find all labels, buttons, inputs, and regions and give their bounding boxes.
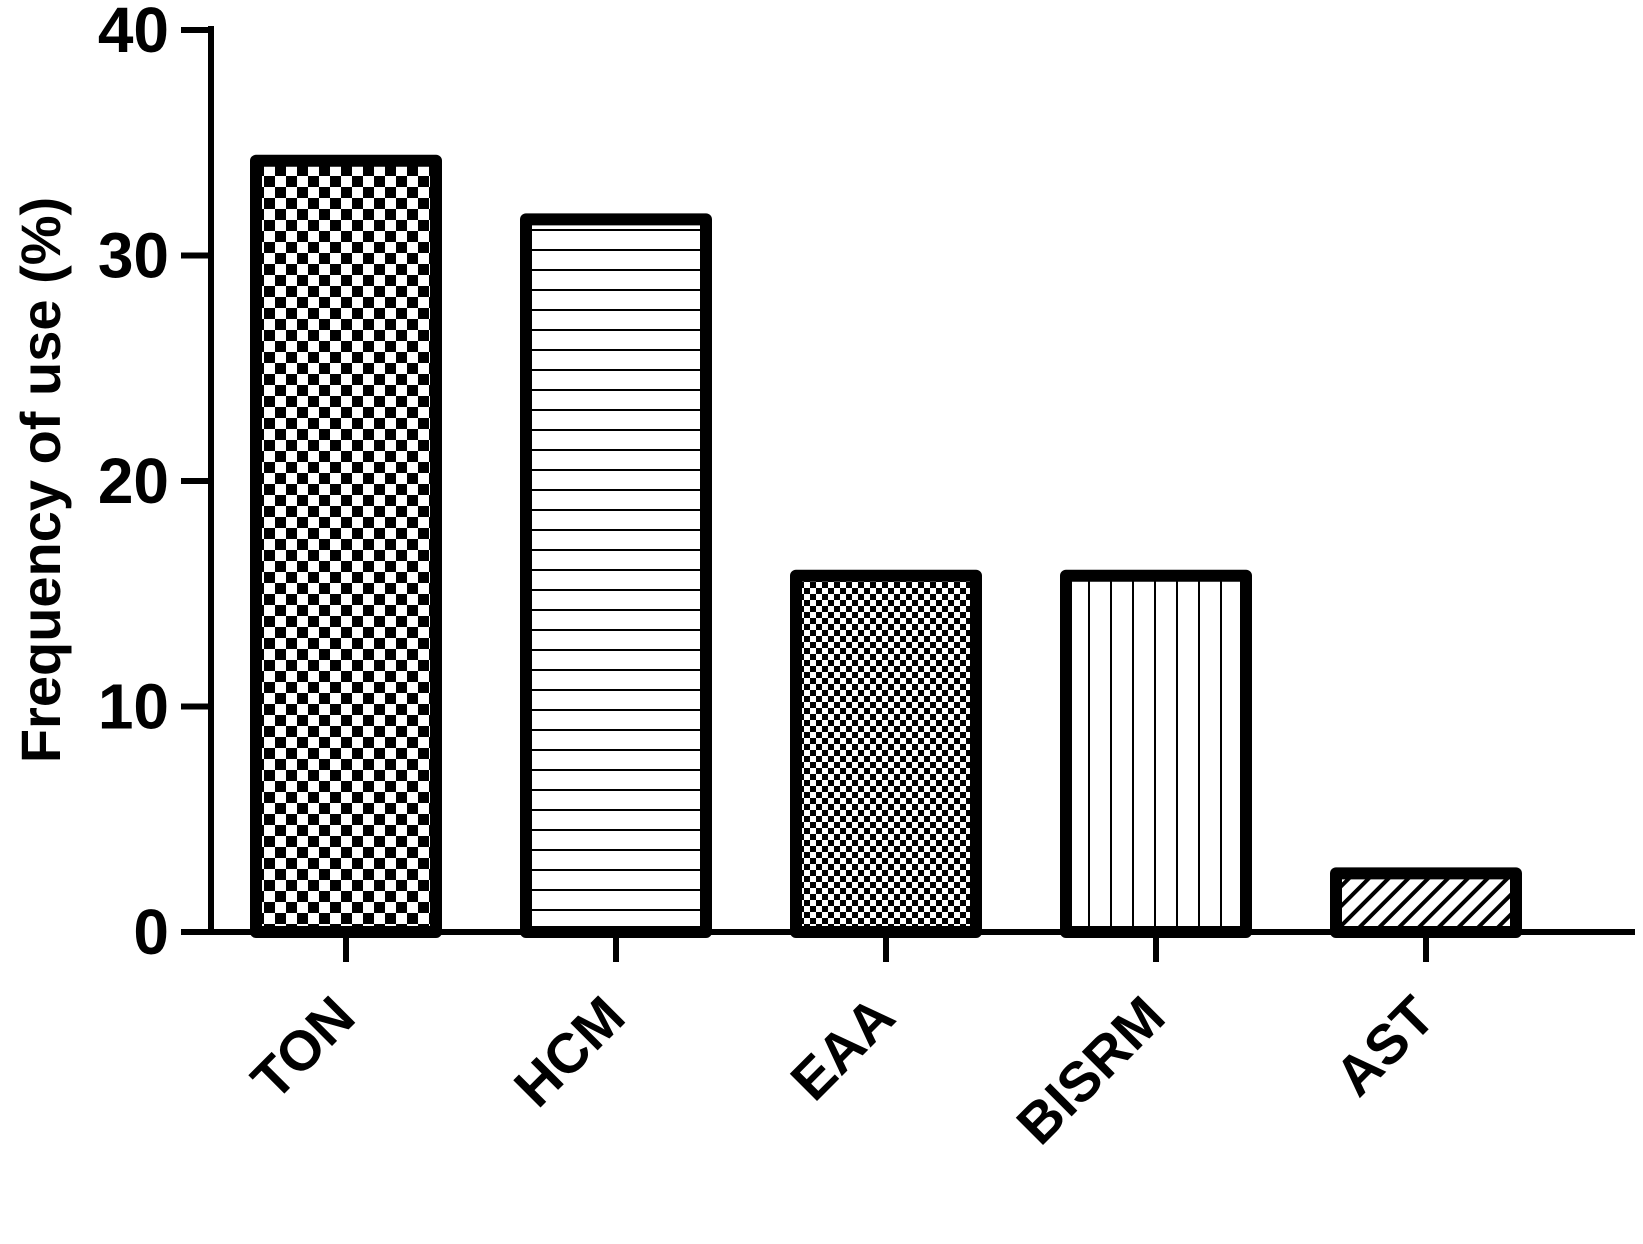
x-tick-label-ton: TON (239, 984, 366, 1111)
bar-ton (250, 154, 442, 939)
y-axis-label: Frequency of use (%) (9, 197, 72, 763)
y-tick-label-10: 10 (98, 671, 169, 743)
bar-bisrm (1060, 569, 1252, 939)
axes-layer (181, 26, 1635, 962)
bar-ast (1330, 867, 1522, 938)
y-tick-label-0: 0 (133, 896, 169, 968)
x-tick-label-bisrm: BISRM (1004, 984, 1176, 1156)
y-tick-label-20: 20 (98, 445, 169, 517)
bar-eaa (790, 569, 982, 939)
x-tick-label-eaa: EAA (778, 984, 906, 1112)
y-tick-label-30: 30 (98, 220, 169, 292)
bars-layer (250, 154, 1522, 939)
y-tick-label-40: 40 (98, 0, 169, 66)
bar-hcm (520, 213, 712, 939)
x-tick-label-hcm: HCM (502, 984, 637, 1119)
x-tick-label-ast: AST (1323, 984, 1447, 1108)
